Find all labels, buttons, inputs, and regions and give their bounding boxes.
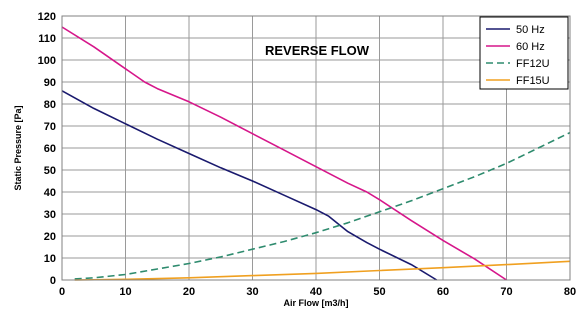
series-line <box>74 131 571 280</box>
chart-annotation: REVERSE FLOW <box>265 43 370 58</box>
series-line <box>74 260 571 281</box>
legend-label: 60 Hz <box>516 41 545 53</box>
y-axis-ticks: 0 10 20 30 40 50 60 70 80 90 100 110 120 <box>38 11 56 287</box>
y-tick-label: 70 <box>44 121 56 133</box>
legend-label: 50 Hz <box>516 24 545 36</box>
y-axis-title: Static Pressure [Pa] <box>13 105 23 190</box>
legend-label: FF12U <box>516 58 550 70</box>
x-tick-label: 30 <box>246 286 258 298</box>
x-tick-label: 20 <box>183 286 195 298</box>
x-tick-label: 60 <box>437 286 449 298</box>
plot-frame <box>61 15 571 281</box>
series-line <box>61 26 507 281</box>
x-tick-label: 50 <box>373 286 385 298</box>
series-line <box>61 90 438 281</box>
y-tick-label: 0 <box>50 275 56 287</box>
x-tick-label: 10 <box>119 286 131 298</box>
legend: 50 Hz 60 Hz FF12U FF15U <box>479 16 569 90</box>
y-tick-label: 50 <box>44 165 56 177</box>
y-tick-label: 20 <box>44 231 56 243</box>
x-axis-ticks: 0 10 20 30 40 50 60 70 80 <box>59 286 576 298</box>
y-tick-label: 120 <box>38 11 56 23</box>
y-tick-label: 110 <box>38 33 56 45</box>
y-tick-label: 80 <box>44 99 56 111</box>
x-tick-label: 80 <box>564 286 576 298</box>
x-tick-label: 70 <box>500 286 512 298</box>
x-tick-label: 40 <box>310 286 322 298</box>
x-axis-title: Air Flow [m3/h] <box>284 298 349 308</box>
y-tick-label: 10 <box>44 253 56 265</box>
y-tick-label: 90 <box>44 77 56 89</box>
y-tick-label: 30 <box>44 209 56 221</box>
legend-label: FF15U <box>516 75 550 87</box>
y-tick-label: 60 <box>44 143 56 155</box>
series-layer <box>61 26 571 281</box>
y-tick-label: 40 <box>44 187 56 199</box>
x-tick-label: 0 <box>59 286 65 298</box>
y-tick-label: 100 <box>38 55 56 67</box>
